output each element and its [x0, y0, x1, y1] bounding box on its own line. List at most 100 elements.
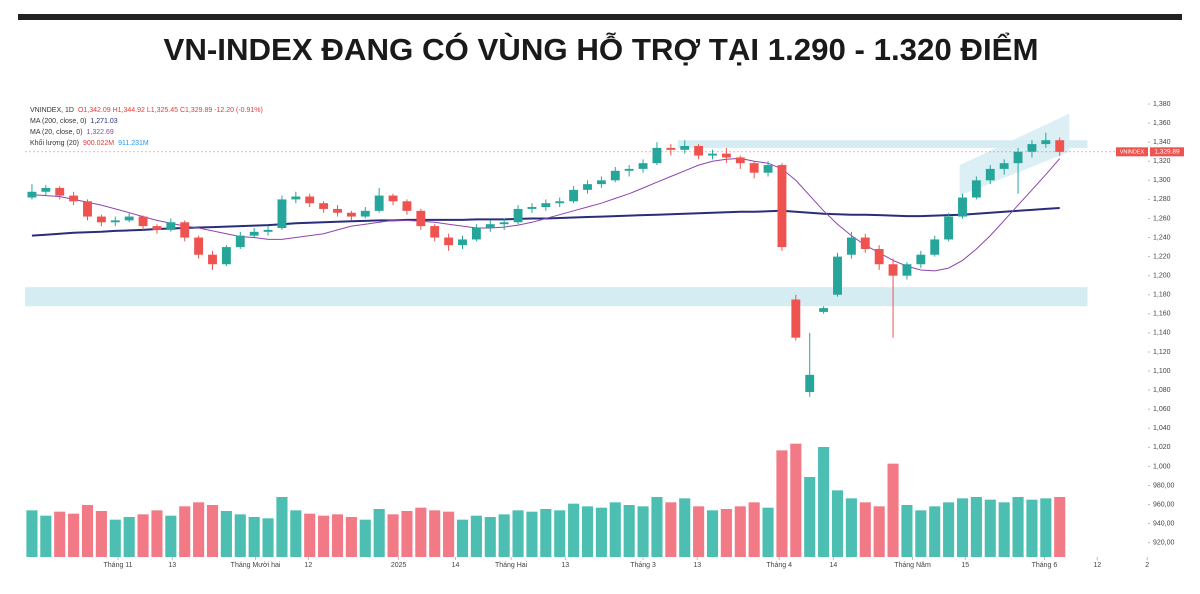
volume-bar — [595, 507, 607, 557]
volume-bar — [373, 509, 385, 557]
y-tick-label: 1,000 — [1153, 463, 1171, 470]
candle-body — [208, 254, 217, 265]
x-tick-label: 2025 — [391, 562, 407, 569]
candle-body — [180, 222, 190, 238]
candle-body — [971, 180, 981, 198]
volume-bar — [776, 450, 788, 557]
volume-bar — [956, 498, 969, 557]
volume-bar — [734, 506, 746, 557]
volume-bar — [1026, 499, 1038, 557]
candle-body — [958, 197, 967, 217]
candle-body — [249, 231, 259, 236]
candle-body — [902, 264, 912, 276]
y-tick-label: 1,320 — [1153, 158, 1171, 165]
candle-body — [41, 187, 51, 192]
candle-body — [1027, 144, 1037, 152]
candle-body — [735, 157, 745, 164]
candle-body — [985, 168, 995, 181]
legend-value: 1,322.69 — [87, 129, 114, 136]
volume-bar — [1040, 498, 1052, 557]
volume-bar — [151, 510, 163, 557]
candle-body — [583, 184, 592, 190]
volume-bar — [345, 517, 357, 557]
x-tick-label: 14 — [452, 562, 460, 569]
candle-body — [388, 195, 398, 202]
volume-bar — [984, 499, 996, 557]
candle-body — [791, 299, 801, 338]
candle-body — [860, 237, 870, 249]
volume-bar — [859, 502, 871, 557]
candle-body — [708, 153, 717, 156]
volume-bar — [706, 510, 719, 557]
volume-bar — [651, 497, 663, 557]
volume-bar — [26, 510, 38, 557]
x-tick-label: 14 — [829, 562, 837, 569]
x-tick-label: 13 — [561, 562, 569, 569]
volume-bar — [915, 510, 927, 557]
x-tick-label: 15 — [961, 562, 969, 569]
volume-bar — [401, 511, 413, 557]
volume-bar — [304, 513, 316, 557]
last-price-name: VNINDEX — [1120, 149, 1145, 155]
candle-body — [666, 147, 676, 150]
candle-body — [1041, 140, 1051, 145]
legend-value: O1,342.09 H1,344.92 L1,325.45 C1,329.89 … — [78, 107, 263, 114]
legend-label: VNINDEX, 1D — [30, 107, 74, 114]
volume-bar — [609, 502, 621, 557]
volume-bar — [206, 505, 219, 557]
candle-body — [833, 256, 842, 295]
candle-body — [624, 168, 634, 171]
y-tick-label: 1,340 — [1153, 139, 1171, 146]
candle-body — [27, 191, 37, 198]
x-tick-label: Tháng Năm — [894, 562, 931, 569]
y-tick-label: 1,160 — [1153, 311, 1171, 318]
candle-body — [416, 210, 426, 227]
candle-body — [277, 199, 287, 229]
volume-bar — [234, 514, 246, 557]
volume-bar — [762, 507, 774, 557]
candle-body — [360, 210, 370, 217]
candle-body — [763, 165, 773, 173]
volume-bar — [512, 510, 524, 557]
volume-bar — [331, 514, 344, 557]
volume-bar — [415, 507, 427, 557]
volume-bar — [665, 502, 677, 557]
volume-bar — [804, 477, 816, 557]
chart-title: VN-INDEX ĐANG CÓ VÙNG HỖ TRỢ TẠI 1.290 -… — [164, 31, 1039, 67]
last-price-name-tag — [1116, 147, 1148, 157]
candle-body — [513, 208, 523, 223]
x-tick-label: Tháng 6 — [1032, 562, 1058, 569]
volume-bar — [637, 506, 649, 557]
volume-bar — [359, 519, 371, 557]
candle-body — [69, 195, 79, 202]
candle-body — [55, 187, 65, 196]
volume-bar — [276, 497, 288, 557]
volume-bar — [443, 511, 455, 557]
candle-body — [110, 220, 120, 223]
volume-bar — [929, 506, 941, 557]
volume-bar — [137, 514, 149, 557]
candle-body — [430, 226, 440, 238]
x-tick-label: 12 — [304, 562, 312, 569]
candle-body — [721, 153, 731, 158]
y-tick-label: 1,180 — [1153, 292, 1171, 299]
legend-value: 911.231M — [118, 140, 149, 147]
legend-entry: MA (20, close, 0) 1,322.69 — [30, 129, 114, 136]
volume-bar — [470, 515, 482, 557]
x-tick-label: 12 — [1093, 562, 1101, 569]
volume-bar — [790, 443, 802, 557]
volume-bar — [429, 510, 441, 557]
volume-bar — [387, 514, 399, 557]
candle-body — [333, 208, 342, 213]
candle-body — [138, 216, 148, 227]
volume-bar — [818, 447, 830, 557]
candle-body — [527, 207, 537, 209]
last-price-tag — [1150, 147, 1184, 157]
volume-bar — [554, 510, 566, 557]
volume-bar — [109, 519, 121, 557]
legend-entry: VNINDEX, 1D O1,342.09 H1,344.92 L1,325.45… — [30, 107, 263, 114]
candle-body — [1013, 151, 1023, 164]
x-tick-label: Tháng 11 — [104, 562, 133, 569]
legend-value: 1,271.03 — [90, 118, 117, 125]
